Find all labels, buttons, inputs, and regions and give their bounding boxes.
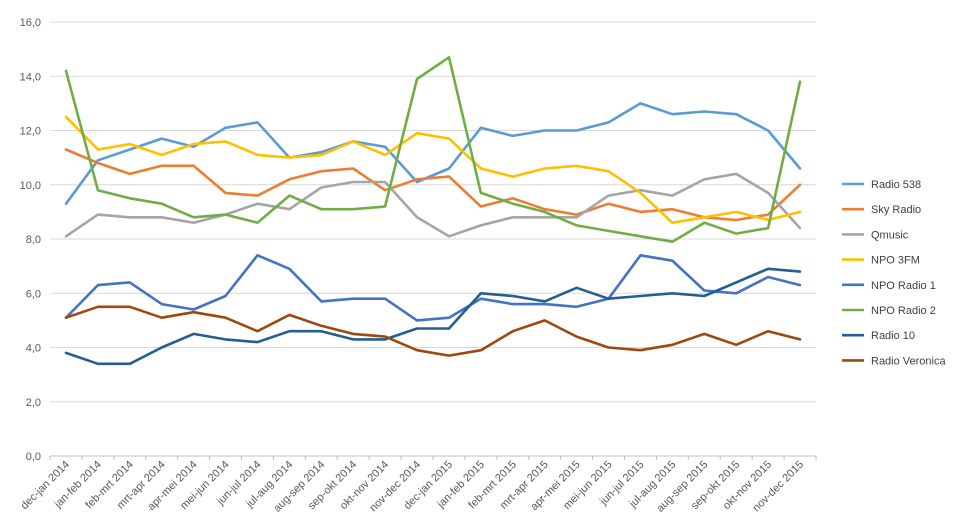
y-tick-label: 12,0 — [20, 126, 41, 138]
y-tick-label: 10,0 — [20, 180, 41, 192]
legend-label: NPO Radio 2 — [871, 305, 936, 317]
legend-label: Radio 538 — [871, 179, 921, 191]
y-tick-label: 4,0 — [26, 343, 41, 355]
legend-label: Sky Radio — [871, 204, 921, 216]
y-axis-tick-labels: 0,0 2,0 4,0 6,0 8,0 10,0 12,0 14,0 16,0 — [20, 17, 41, 463]
y-tick-label: 2,0 — [26, 397, 41, 409]
series-line-npo-radio-2 — [64, 55, 802, 243]
gridlines — [50, 21, 816, 457]
y-tick-label: 16,0 — [20, 17, 41, 29]
series-line-npo-3fm — [64, 115, 802, 224]
legend-label: Radio Veronica — [871, 355, 946, 367]
y-tick-label: 8,0 — [26, 234, 41, 246]
legend: Radio 538 Sky Radio Qmusic NPO 3FM NPO Radio… — [842, 179, 946, 367]
series-line-qmusic — [64, 172, 802, 238]
series-line-npo-radio-1 — [64, 254, 802, 322]
series-line-radio-10 — [64, 267, 802, 366]
legend-label: Radio 10 — [871, 330, 915, 342]
y-tick-label: 0,0 — [26, 451, 41, 463]
series-line-radio-538 — [64, 102, 802, 205]
legend-label: Qmusic — [871, 229, 909, 241]
series-line-radio-veronica — [64, 305, 802, 357]
legend-label: NPO Radio 1 — [871, 280, 936, 292]
y-tick-label: 14,0 — [20, 71, 41, 83]
legend-label: NPO 3FM — [871, 255, 920, 267]
y-tick-label: 6,0 — [26, 288, 41, 300]
series-line-sky-radio — [64, 148, 802, 222]
series-lines — [64, 55, 802, 366]
